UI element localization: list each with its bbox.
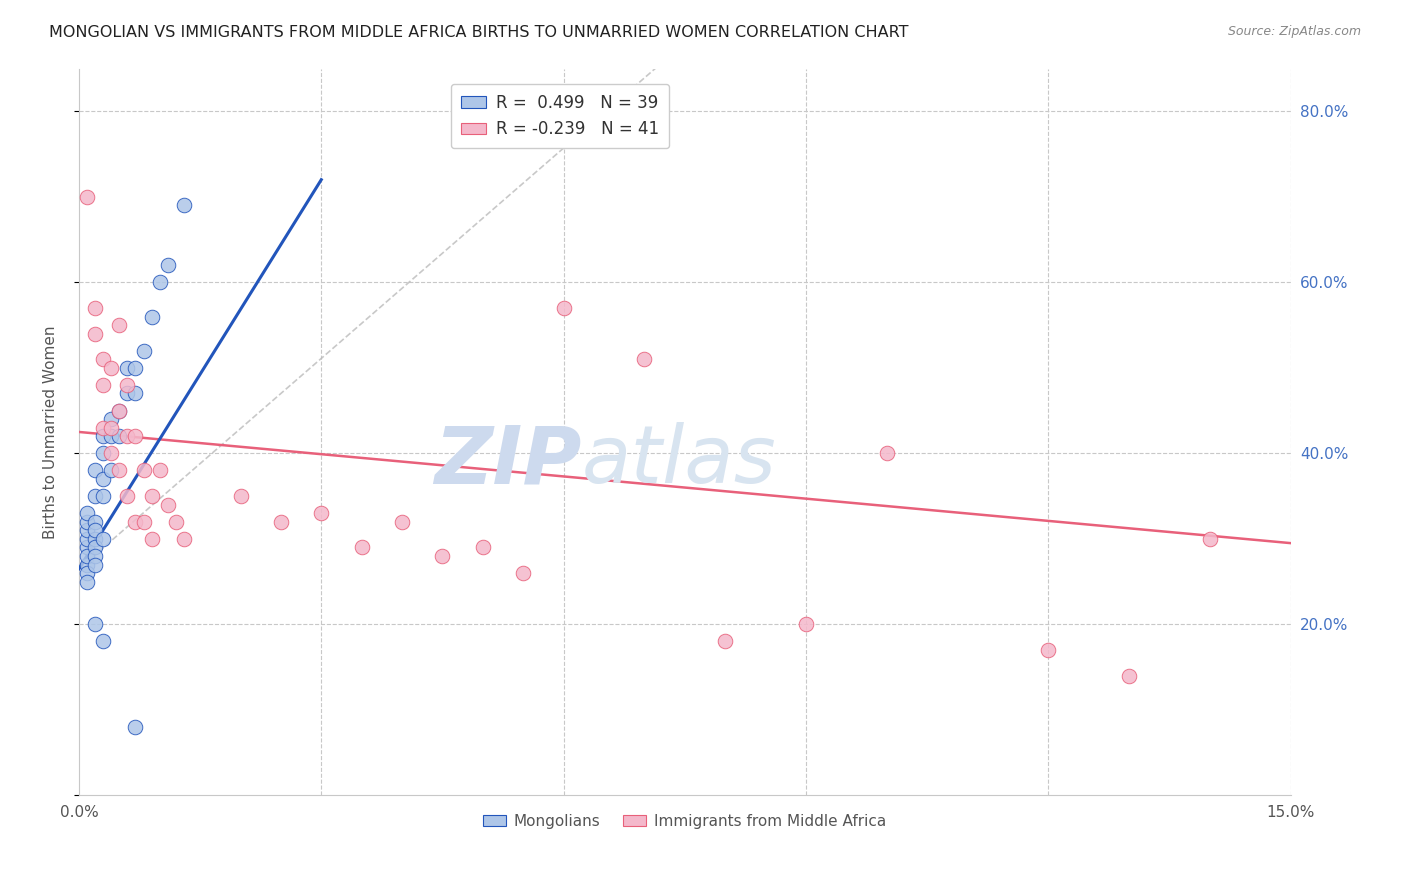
Point (1198, 532, 1220, 546)
Point (141, 310, 163, 324)
Point (1118, 668, 1140, 682)
Point (270, 515, 292, 529)
Point (91, 489, 114, 503)
Point (1038, 643, 1060, 657)
Point (124, 515, 146, 529)
Point (91, 352, 114, 367)
Point (117, 360, 139, 375)
Point (132, 463, 155, 477)
Point (76, 515, 98, 529)
Point (100, 360, 122, 375)
Point (156, 498, 179, 512)
Point (149, 463, 172, 477)
Point (84, 326, 107, 341)
Point (108, 403, 131, 417)
Point (76, 541, 98, 555)
Point (391, 515, 413, 529)
Point (229, 489, 252, 503)
Point (76, 532, 98, 546)
Point (84, 541, 107, 555)
Point (311, 506, 333, 520)
Point (173, 198, 195, 212)
Point (100, 446, 122, 460)
Point (76, 506, 98, 520)
Point (165, 515, 187, 529)
Point (84, 558, 107, 572)
Point (108, 403, 131, 417)
Point (76, 574, 98, 589)
Point (124, 429, 146, 443)
Text: atlas: atlas (582, 422, 776, 500)
Point (100, 429, 122, 443)
Point (173, 532, 195, 546)
Point (84, 617, 107, 632)
Point (108, 463, 131, 477)
Point (91, 532, 114, 546)
Point (91, 420, 114, 434)
Point (91, 429, 114, 443)
Point (91, 634, 114, 648)
Point (156, 258, 179, 272)
Point (124, 720, 146, 734)
Point (117, 429, 139, 443)
Point (117, 386, 139, 401)
Point (91, 446, 114, 460)
Point (471, 541, 494, 555)
Point (84, 515, 107, 529)
Point (84, 532, 107, 546)
Point (91, 472, 114, 486)
Point (124, 360, 146, 375)
Point (84, 549, 107, 563)
Point (132, 515, 155, 529)
Point (108, 318, 131, 332)
Point (76, 549, 98, 563)
Point (553, 301, 575, 315)
Point (633, 352, 655, 367)
Point (84, 524, 107, 538)
Point (117, 378, 139, 392)
Point (100, 463, 122, 477)
Point (794, 617, 817, 632)
Point (432, 549, 454, 563)
Point (76, 190, 98, 204)
Point (84, 463, 107, 477)
Point (512, 566, 534, 580)
Point (76, 566, 98, 580)
Point (84, 301, 107, 315)
Point (84, 489, 107, 503)
Text: Source: ZipAtlas.com: Source: ZipAtlas.com (1227, 25, 1361, 38)
Point (149, 275, 172, 289)
Point (76, 524, 98, 538)
Point (350, 541, 373, 555)
Text: MONGOLIAN VS IMMIGRANTS FROM MIDDLE AFRICA BIRTHS TO UNMARRIED WOMEN CORRELATION: MONGOLIAN VS IMMIGRANTS FROM MIDDLE AFRI… (49, 25, 908, 40)
Point (876, 446, 898, 460)
Y-axis label: Births to Unmarried Women: Births to Unmarried Women (44, 326, 58, 539)
Point (141, 489, 163, 503)
Point (141, 532, 163, 546)
Point (76, 558, 98, 572)
Legend: Mongolians, Immigrants from Middle Africa: Mongolians, Immigrants from Middle Afric… (477, 808, 893, 835)
Point (100, 420, 122, 434)
Point (714, 634, 737, 648)
Point (91, 378, 114, 392)
Point (117, 489, 139, 503)
Text: ZIP: ZIP (434, 422, 582, 500)
Point (132, 343, 155, 358)
Point (108, 429, 131, 443)
Point (124, 386, 146, 401)
Point (100, 412, 122, 426)
